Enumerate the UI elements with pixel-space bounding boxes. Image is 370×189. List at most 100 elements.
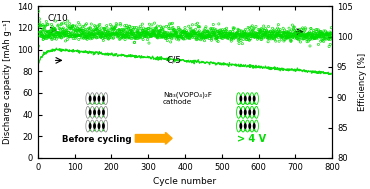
Point	[155, 32, 161, 35]
Point	[287, 39, 293, 42]
Point	[117, 22, 123, 25]
Circle shape	[236, 106, 240, 118]
Point	[251, 35, 257, 38]
Point	[328, 32, 334, 35]
Point	[126, 36, 132, 39]
Point	[103, 34, 109, 37]
Point	[123, 26, 129, 29]
Point	[91, 30, 97, 33]
Point	[52, 35, 58, 38]
Point	[126, 35, 132, 38]
Point	[119, 35, 125, 38]
Point	[278, 35, 284, 38]
Point	[153, 34, 159, 37]
Point	[326, 45, 332, 48]
Point	[176, 35, 182, 38]
Point	[113, 29, 119, 32]
Point	[233, 35, 239, 38]
Point	[118, 32, 124, 35]
Point	[156, 33, 162, 36]
Point	[85, 31, 91, 34]
Point	[273, 31, 279, 34]
Point	[290, 36, 296, 39]
Point	[256, 36, 262, 39]
Point	[97, 30, 103, 33]
Point	[152, 31, 158, 34]
Point	[310, 33, 316, 36]
Point	[124, 24, 130, 27]
Point	[321, 34, 327, 37]
Point	[245, 30, 251, 33]
Point	[178, 35, 184, 38]
Point	[151, 31, 157, 34]
Point	[134, 37, 139, 40]
Point	[151, 32, 157, 35]
Point	[212, 37, 218, 40]
Point	[85, 28, 91, 31]
Point	[155, 30, 161, 33]
Point	[144, 28, 149, 31]
Point	[277, 32, 283, 35]
Point	[134, 35, 140, 38]
Point	[259, 36, 265, 40]
Point	[319, 31, 324, 34]
Point	[92, 30, 98, 33]
Point	[57, 26, 63, 29]
Point	[200, 35, 206, 38]
Point	[207, 33, 213, 36]
Point	[199, 33, 205, 36]
Point	[54, 31, 60, 34]
Point	[176, 28, 182, 31]
Point	[61, 35, 67, 38]
Point	[205, 29, 211, 33]
Point	[155, 34, 161, 37]
Point	[308, 37, 314, 40]
Point	[318, 36, 324, 39]
Point	[120, 31, 126, 34]
Point	[250, 31, 256, 34]
Point	[110, 30, 115, 33]
Point	[219, 31, 225, 34]
Point	[220, 33, 226, 36]
Point	[326, 33, 332, 36]
Point	[114, 33, 120, 36]
Point	[298, 34, 304, 37]
Point	[251, 28, 257, 31]
Point	[315, 34, 321, 37]
Point	[36, 61, 41, 64]
Point	[138, 32, 144, 35]
Point	[218, 36, 223, 39]
Point	[45, 33, 51, 36]
Point	[324, 33, 330, 36]
Point	[121, 28, 127, 31]
Point	[144, 33, 149, 36]
Point	[134, 26, 139, 29]
Point	[298, 34, 304, 37]
Point	[292, 34, 298, 37]
Point	[180, 30, 186, 33]
Point	[184, 33, 190, 36]
Point	[138, 34, 144, 37]
Point	[264, 34, 270, 37]
Point	[53, 38, 59, 41]
Point	[161, 35, 167, 38]
Point	[116, 34, 122, 37]
Point	[135, 31, 141, 34]
Point	[84, 36, 90, 39]
Point	[188, 33, 194, 36]
Point	[235, 31, 241, 34]
Point	[199, 36, 205, 39]
Point	[46, 35, 52, 38]
Point	[127, 36, 133, 40]
Point	[198, 32, 204, 35]
Point	[326, 33, 332, 36]
Point	[275, 34, 281, 37]
Point	[213, 35, 219, 38]
Point	[187, 31, 193, 34]
Point	[162, 37, 168, 40]
Point	[92, 33, 98, 36]
Point	[81, 33, 87, 36]
Point	[265, 31, 270, 34]
Point	[311, 34, 317, 37]
Point	[192, 36, 198, 39]
